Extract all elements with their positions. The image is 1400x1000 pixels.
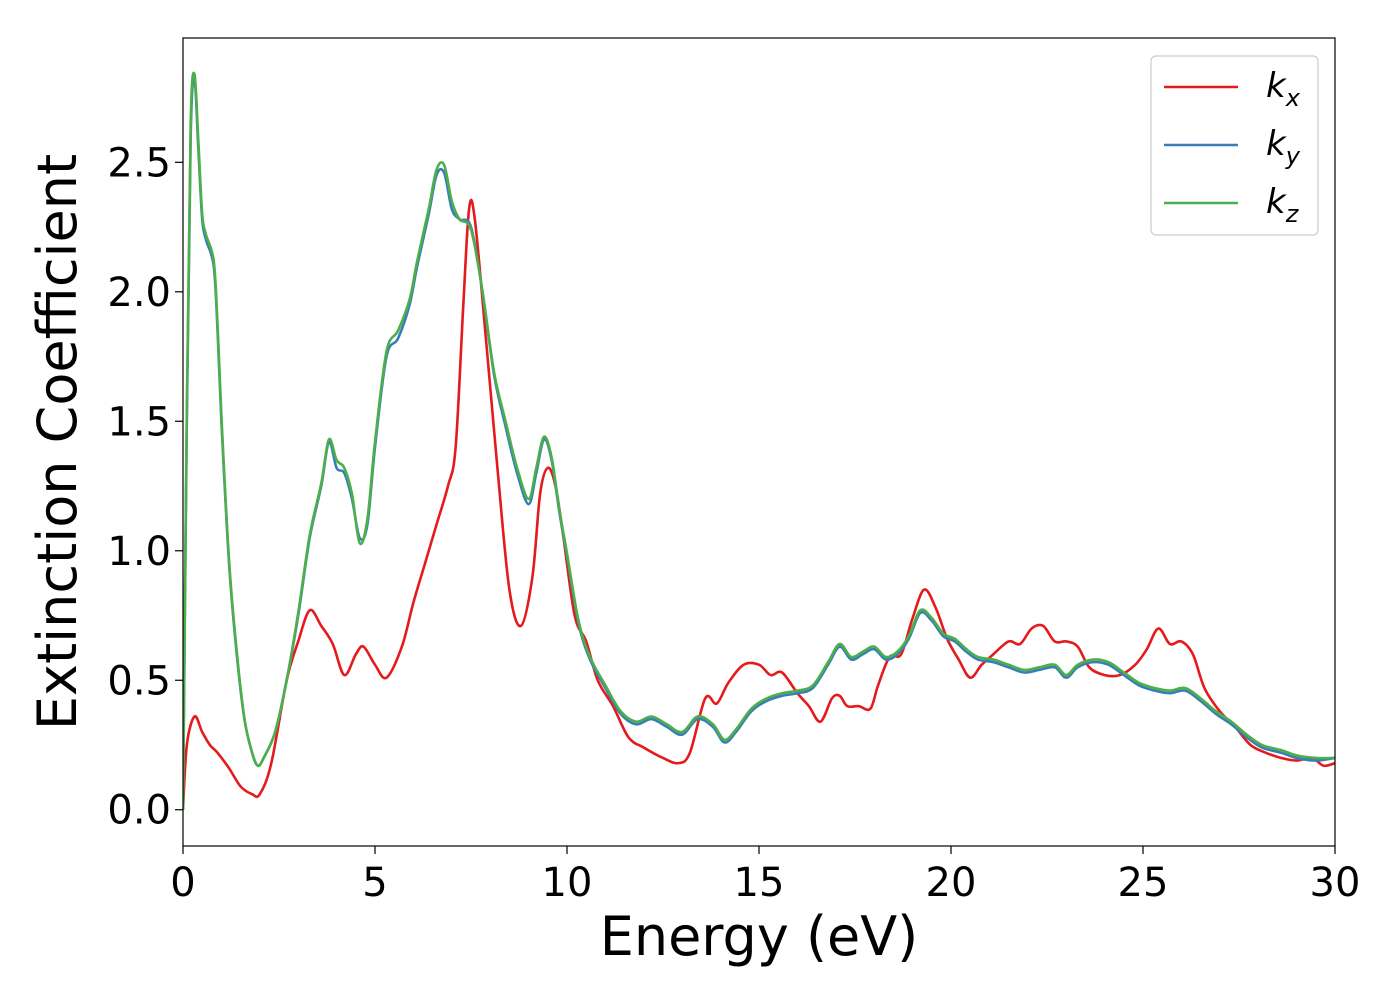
x-tick-label: 30 [1310, 860, 1361, 906]
x-tick-label: 5 [362, 860, 387, 906]
y-tick-label: 0.0 [107, 788, 171, 834]
y-tick-label: 0.5 [107, 658, 171, 704]
series-layer [183, 71, 1335, 810]
y-tick-label: 2.5 [107, 140, 171, 186]
legend: kx ky kz [1150, 55, 1319, 236]
x-tick-label: 20 [926, 860, 977, 906]
series-line-x [183, 198, 1335, 810]
y-tick-label: 1.0 [107, 529, 171, 575]
y-tick-label: 1.5 [107, 399, 171, 445]
x-axis-title: Energy (eV) [600, 905, 919, 968]
legend-label-x: kx [1266, 66, 1301, 112]
series-line-z [183, 71, 1335, 810]
x-tick-label: 0 [170, 860, 195, 906]
legend-label-z: kz [1266, 182, 1300, 228]
x-tick-label: 15 [734, 860, 785, 906]
y-axis: 0.0 0.5 1.0 1.5 2.0 2.5 [107, 140, 183, 834]
legend-label-y: ky [1266, 124, 1301, 170]
y-axis-title: Extinction Coefficient [26, 154, 89, 730]
x-tick-label: 10 [542, 860, 593, 906]
y-tick-label: 2.0 [107, 270, 171, 316]
x-tick-label: 25 [1118, 860, 1169, 906]
x-axis: 0 5 10 15 20 25 30 [170, 846, 1360, 906]
